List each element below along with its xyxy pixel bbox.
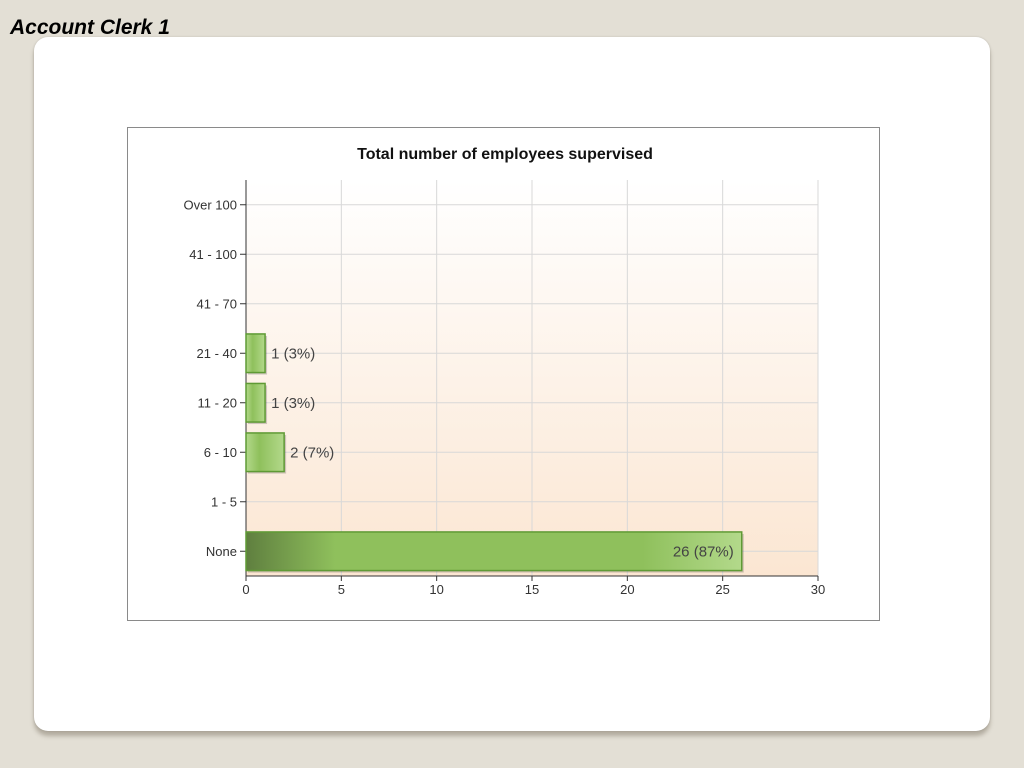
y-tick-label: None (206, 544, 237, 559)
bar (245, 531, 743, 572)
bar-data-label: 2 (7%) (290, 444, 334, 461)
x-tick-label: 5 (338, 582, 345, 597)
bar-data-label: 26 (87%) (673, 543, 734, 560)
x-tick-label: 20 (620, 582, 634, 597)
bar (245, 382, 266, 423)
chart-frame: Total number of employees supervised 0 5 1… (127, 127, 880, 621)
slide-title: Account Clerk 1 (10, 16, 170, 39)
y-tick-label: 21 - 40 (197, 346, 237, 361)
x-tick-label: 25 (715, 582, 729, 597)
x-tick-label: 10 (429, 582, 443, 597)
x-tick-label: 0 (242, 582, 249, 597)
y-tick-label: 41 - 100 (189, 247, 237, 262)
y-tick-label: 1 - 5 (211, 494, 237, 509)
x-tick-label: 15 (525, 582, 539, 597)
y-tick-label: Over 100 (184, 197, 237, 212)
y-tick-label: 41 - 70 (197, 296, 237, 311)
bar (245, 333, 266, 374)
bar (245, 432, 285, 473)
chart-title: Total number of employees supervised (357, 146, 653, 163)
bar-data-label: 1 (3%) (271, 395, 315, 412)
y-tick-label: 11 - 20 (197, 395, 237, 410)
bar-data-label: 1 (3%) (271, 345, 315, 362)
bar-chart: Total number of employees supervised 0 5 1… (184, 146, 826, 597)
x-tick-label: 30 (811, 582, 825, 597)
y-tick-label: 6 - 10 (204, 445, 237, 460)
